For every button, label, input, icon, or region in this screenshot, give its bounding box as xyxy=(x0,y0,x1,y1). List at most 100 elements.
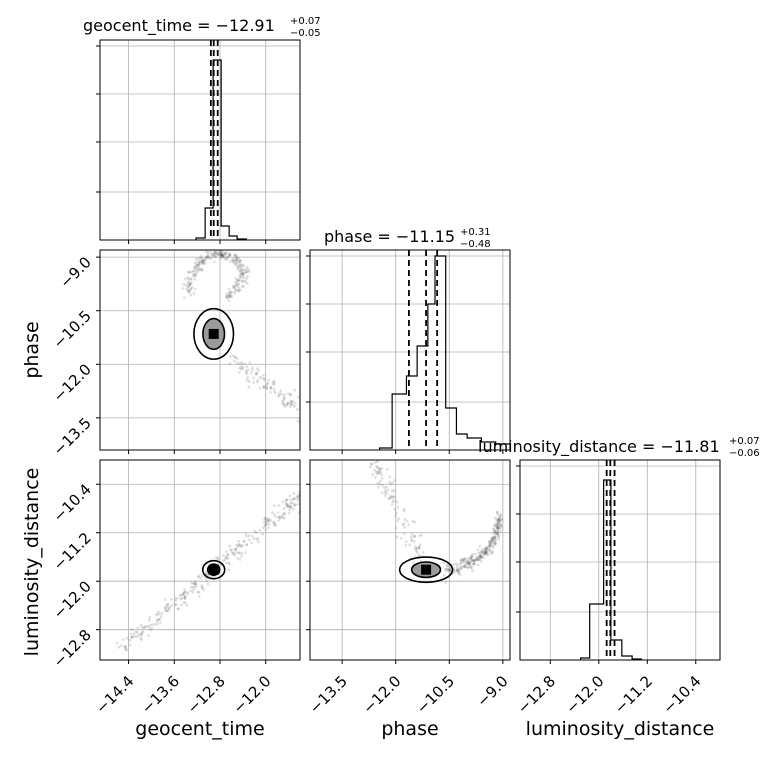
sample-point xyxy=(241,543,245,547)
sample-point xyxy=(262,386,266,390)
sample-point xyxy=(182,296,186,300)
sample-point xyxy=(371,473,375,477)
sample-point xyxy=(158,617,162,621)
sample-point xyxy=(239,263,243,267)
sample-point xyxy=(289,402,293,406)
sample-point xyxy=(461,559,465,563)
sample-point xyxy=(166,602,170,606)
sample-point xyxy=(224,257,228,261)
sample-point xyxy=(217,252,221,256)
sample-point xyxy=(242,276,245,280)
sample-point xyxy=(445,563,449,567)
sample-point xyxy=(472,559,476,563)
sample-point xyxy=(167,608,171,611)
sample-point xyxy=(216,252,220,256)
sample-point xyxy=(483,547,487,551)
density-peak xyxy=(208,564,219,575)
sample-point xyxy=(381,483,384,487)
sample-point xyxy=(140,632,143,636)
gridlines xyxy=(100,460,300,660)
sample-point xyxy=(225,556,229,559)
sample-point xyxy=(497,535,501,538)
sample-point xyxy=(472,562,476,565)
scatter-points xyxy=(115,490,300,652)
sample-point xyxy=(493,524,496,527)
sample-point xyxy=(249,370,253,374)
sample-point xyxy=(403,525,407,529)
sample-point xyxy=(496,530,500,534)
sample-point xyxy=(240,268,244,272)
sample-point xyxy=(187,277,190,281)
sample-point xyxy=(303,416,306,419)
sample-point xyxy=(230,295,234,299)
sample-point xyxy=(157,617,161,621)
sample-point xyxy=(373,457,376,460)
sample-point xyxy=(389,494,392,498)
sample-point xyxy=(193,278,197,281)
sample-point xyxy=(418,543,422,547)
sample-point xyxy=(198,260,202,264)
sample-point xyxy=(235,264,239,268)
sample-point xyxy=(487,549,491,552)
sample-point xyxy=(494,532,498,536)
sample-point xyxy=(237,543,241,547)
sample-point xyxy=(221,254,225,258)
sample-point xyxy=(198,262,201,266)
sample-point xyxy=(489,541,493,545)
sample-point xyxy=(395,500,399,504)
sample-point xyxy=(153,623,157,626)
sample-point xyxy=(232,552,236,556)
sample-point xyxy=(457,569,461,573)
sample-point xyxy=(491,537,495,541)
sample-point xyxy=(462,565,466,568)
sample-point xyxy=(237,269,241,272)
sample-point xyxy=(417,545,421,549)
sample-point xyxy=(473,562,476,566)
sample-point xyxy=(232,284,235,288)
sample-point xyxy=(462,558,466,562)
sample-point xyxy=(236,256,239,260)
sample-point xyxy=(234,261,238,264)
gridlines xyxy=(520,460,720,660)
tick-label-x: −11.2 xyxy=(611,672,656,717)
sample-point xyxy=(238,288,242,292)
sample-point xyxy=(123,644,127,648)
sample-point xyxy=(288,405,292,408)
sample-point xyxy=(307,406,310,409)
sample-point xyxy=(483,547,487,551)
sample-point xyxy=(482,555,486,559)
sample-point xyxy=(282,507,286,511)
sample-point xyxy=(497,518,500,522)
sample-point xyxy=(396,505,400,509)
sample-point xyxy=(371,454,374,457)
sample-point xyxy=(391,494,395,498)
sample-point xyxy=(229,548,233,552)
sample-point xyxy=(183,595,187,599)
sample-point xyxy=(238,362,241,365)
sample-point xyxy=(132,632,136,636)
sample-point xyxy=(194,585,197,589)
sample-point xyxy=(373,468,377,472)
sample-point xyxy=(459,567,463,570)
sample-point xyxy=(244,270,248,274)
sample-point xyxy=(497,527,501,531)
sample-point xyxy=(239,367,243,371)
sample-point xyxy=(392,495,396,499)
sample-point xyxy=(227,255,231,258)
sample-point xyxy=(236,266,240,270)
sample-point xyxy=(188,283,191,287)
sample-point xyxy=(277,515,281,519)
sample-point xyxy=(179,603,183,607)
sample-point xyxy=(280,513,284,517)
tick-label-x: −9.0 xyxy=(473,672,511,710)
sample-point xyxy=(236,278,240,282)
sample-point xyxy=(307,417,310,420)
sample-point xyxy=(495,518,499,522)
sample-point xyxy=(216,557,220,561)
sample-point xyxy=(488,543,492,547)
sample-point xyxy=(483,551,487,555)
sample-point xyxy=(487,541,491,544)
sample-point xyxy=(238,558,242,561)
sample-point xyxy=(493,529,497,533)
sample-point xyxy=(472,562,476,566)
